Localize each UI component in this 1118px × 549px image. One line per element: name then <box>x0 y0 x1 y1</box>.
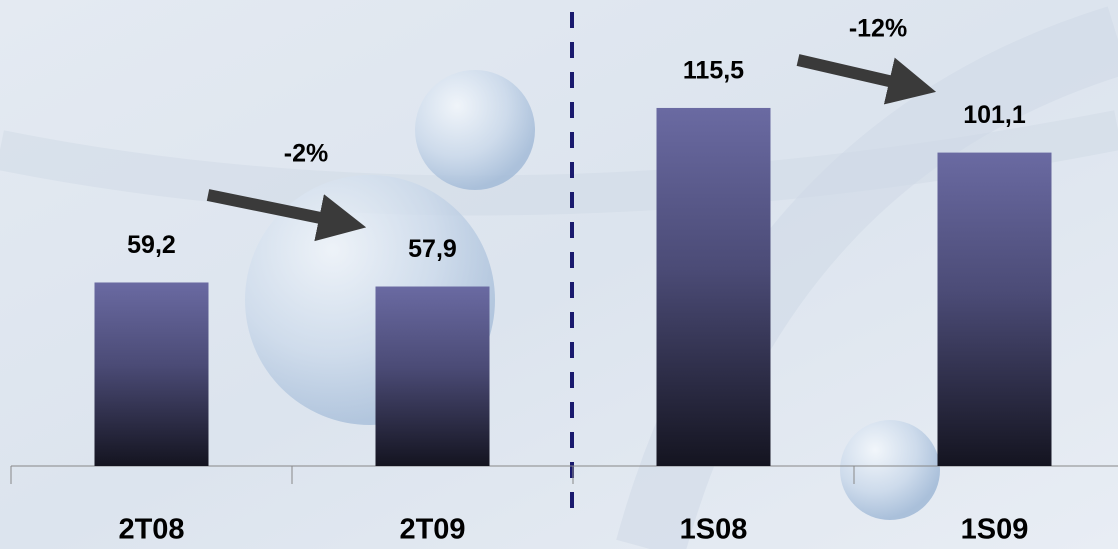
annotation: -2% <box>284 140 328 168</box>
value-label: 101,1 <box>963 101 1026 129</box>
x-tick-label: 1S08 <box>680 514 748 546</box>
sphere <box>840 420 940 520</box>
bar <box>937 152 1052 466</box>
bar <box>656 107 771 466</box>
value-label: 59,2 <box>127 231 176 259</box>
value-label: 115,5 <box>683 57 744 85</box>
x-tick-label: 2T08 <box>118 514 184 546</box>
bar <box>94 282 209 466</box>
sphere <box>415 70 535 190</box>
bar <box>375 286 490 466</box>
annotation: -12% <box>849 15 907 43</box>
arrow <box>206 189 367 242</box>
x-tick-label: 2T09 <box>399 514 465 546</box>
value-label: 57,9 <box>408 235 457 263</box>
x-tick-label: 1S09 <box>961 514 1029 546</box>
arrow <box>796 54 937 105</box>
